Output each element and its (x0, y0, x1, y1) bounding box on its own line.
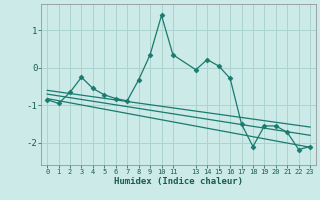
X-axis label: Humidex (Indice chaleur): Humidex (Indice chaleur) (114, 177, 243, 186)
